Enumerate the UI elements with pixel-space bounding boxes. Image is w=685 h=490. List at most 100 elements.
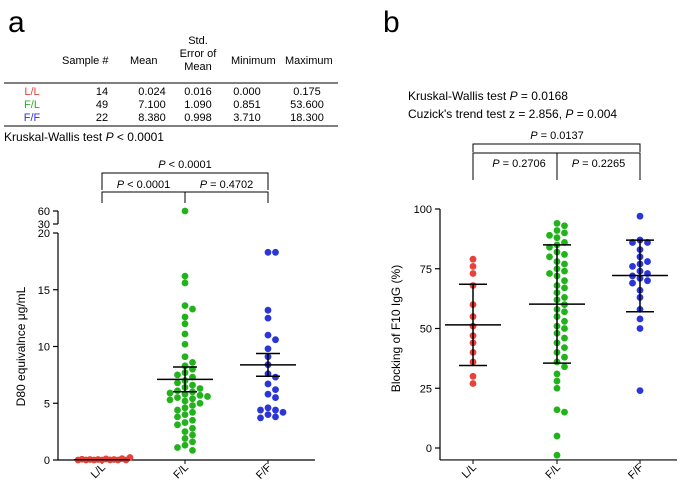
table-cell: 0.016 <box>184 86 212 98</box>
data-point-a <box>174 371 181 379</box>
data-point-b <box>561 267 568 275</box>
data-point-b <box>561 334 568 342</box>
table-cell: 7.100 <box>138 99 166 111</box>
data-point-b <box>469 380 477 387</box>
y-tick-label-a: 5 <box>44 398 50 410</box>
comparison-bracket-b <box>472 143 641 152</box>
data-point-b <box>561 251 568 258</box>
data-point-b <box>561 353 568 361</box>
comparison-bracket-b <box>472 152 641 180</box>
summary-table: Sample # Mean Std. Error of Mean Minimum M… <box>4 35 338 127</box>
table-header-sem: Std. Error of Mean <box>180 35 218 73</box>
data-point-a <box>118 455 126 462</box>
panel-b-letter: b <box>383 6 400 39</box>
panel-b-kruskal-text: Kruskal-Wallis test P = 0.0168 <box>408 89 568 103</box>
comparison-label-b: P = 0.0137 <box>530 130 584 142</box>
table-header-maximum: Maximum <box>285 55 333 67</box>
data-point-b <box>561 344 568 352</box>
data-point-a <box>189 358 196 366</box>
x-tick-label-a: F/F <box>254 461 274 481</box>
x-tick-label-a: F/L <box>171 462 191 482</box>
data-point-a <box>264 380 272 388</box>
data-point-a <box>279 408 287 416</box>
data-point-a <box>272 373 279 381</box>
y-tick-label-b: 50 <box>420 324 432 336</box>
data-point-a <box>264 404 272 412</box>
data-point-a <box>189 431 196 439</box>
y-axis-title-a: D80 equivalnce μg/mL <box>14 286 28 406</box>
data-point-b <box>636 315 644 323</box>
data-point-a <box>174 421 181 429</box>
comparison-label-b: P = 0.2265 <box>572 158 626 170</box>
table-cell: 0.175 <box>293 86 321 98</box>
data-point-b <box>644 258 651 265</box>
data-point-b <box>553 406 561 414</box>
data-point-b <box>553 432 561 440</box>
data-point-a <box>272 386 279 394</box>
x-tick-label-b: L/L <box>460 462 479 481</box>
data-point-b <box>546 253 553 261</box>
data-point-b <box>469 262 477 270</box>
data-point-b <box>553 227 561 234</box>
data-point-a <box>272 248 279 256</box>
data-point-a <box>189 395 196 403</box>
table-cell: 18.300 <box>290 112 324 124</box>
data-point-a <box>181 435 189 442</box>
data-point-a <box>174 444 181 451</box>
data-point-b <box>629 262 636 270</box>
data-point-a <box>181 340 189 348</box>
comparison-label-a: P < 0.0001 <box>117 179 171 191</box>
data-point-b <box>469 255 477 263</box>
data-point-a <box>264 411 272 418</box>
table-cell: 0.851 <box>233 99 261 111</box>
data-point-b <box>469 270 477 277</box>
table-header-minimum: Minimum <box>231 55 276 67</box>
data-point-a <box>189 424 196 432</box>
data-point-b <box>561 317 568 325</box>
data-point-b <box>561 284 568 292</box>
data-point-a <box>272 413 279 421</box>
table-cell: 1.090 <box>184 99 212 111</box>
data-point-a <box>189 408 196 416</box>
y-axis-title-b: Blocking of F10 IgG (%) <box>389 265 403 392</box>
y-tick-label-a: 60 <box>38 206 50 218</box>
data-point-a <box>174 413 181 421</box>
data-point-b <box>561 277 568 285</box>
data-point-a <box>174 394 181 401</box>
y-tick-label-a: 20 <box>38 228 50 240</box>
data-point-a <box>189 438 196 446</box>
data-point-a <box>264 314 272 322</box>
y-tick-label-b: 0 <box>426 443 432 455</box>
data-point-a <box>174 379 181 387</box>
comparison-label-a: P < 0.0001 <box>158 159 212 171</box>
data-point-a <box>181 320 189 328</box>
data-point-b <box>553 234 561 242</box>
panel-b-cuzick-text: Cuzick's trend test z = 2.856, P = 0.004 <box>408 107 617 121</box>
data-point-b <box>546 231 553 239</box>
data-point-b <box>561 294 568 301</box>
comparison-label-a: P = 0.4702 <box>200 179 254 191</box>
data-point-a <box>181 313 189 321</box>
data-point-a <box>189 446 196 454</box>
comparison-label-b: P = 0.2706 <box>492 158 546 170</box>
x-tick-label-b: F/F <box>626 461 646 481</box>
data-point-a <box>264 306 272 314</box>
data-point-a <box>181 207 189 215</box>
data-point-a <box>166 389 174 397</box>
data-point-b <box>629 279 636 287</box>
y-tick-label-a: 10 <box>38 342 50 354</box>
data-point-b <box>561 229 568 237</box>
data-point-b <box>469 372 477 380</box>
y-tick-label-a: 0 <box>44 455 50 467</box>
data-point-b <box>561 222 568 230</box>
table-cell: 49 <box>96 99 108 111</box>
data-point-a <box>257 406 264 414</box>
data-point-a <box>272 406 279 414</box>
data-point-b <box>644 277 651 285</box>
table-cell: 0.024 <box>138 86 166 98</box>
data-point-b <box>553 377 561 385</box>
y-tick-label-a: 30 <box>38 219 50 231</box>
data-point-b <box>561 308 568 316</box>
table-row-label: F/F <box>24 112 41 124</box>
